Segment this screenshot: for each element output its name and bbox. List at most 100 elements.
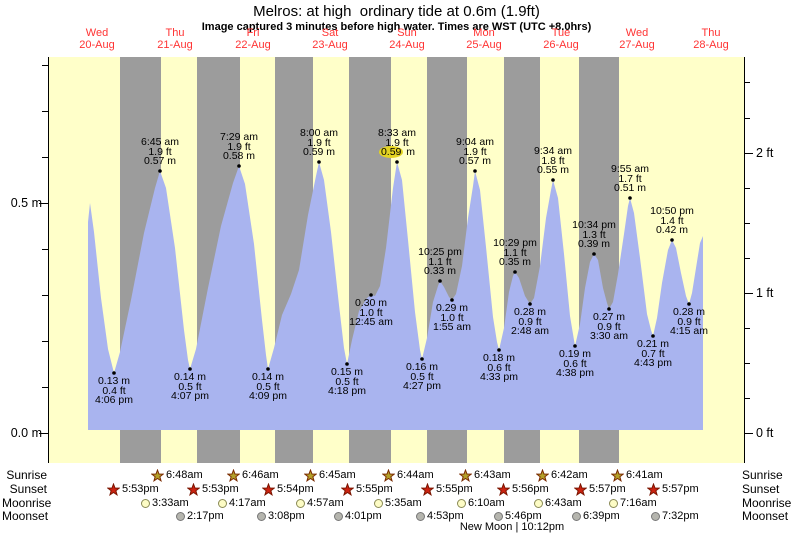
astro-row-label-moonset-right: Moonset bbox=[742, 509, 789, 523]
day-date: 21-Aug bbox=[157, 39, 193, 51]
sunset-star-icon bbox=[497, 482, 510, 496]
annotation-m: 0.33 m bbox=[423, 265, 457, 278]
annotation-m: 0.35 m bbox=[498, 256, 532, 269]
annotation-time: 4:09 pm bbox=[249, 390, 287, 403]
sunrise-time-item: 6:45am bbox=[304, 468, 356, 482]
y-axis-right-label: 0 ft bbox=[756, 426, 774, 440]
annotation-ft: 1.9 ft bbox=[307, 136, 331, 149]
day-label: Sat 23-Aug bbox=[295, 27, 365, 51]
tide-point-dot bbox=[670, 238, 674, 242]
tide-point-dot bbox=[188, 367, 192, 371]
sunset-time-item: 5:57pm bbox=[647, 482, 699, 496]
annotation-ft: 1.0 ft bbox=[440, 311, 464, 324]
astro-time: 5:55pm bbox=[356, 483, 393, 495]
sunrise-time-item: 6:48am bbox=[151, 468, 203, 482]
moonrise-time-item: 5:35am bbox=[374, 496, 422, 510]
sunset-star-icon bbox=[107, 482, 120, 496]
annotation-ft: 1.0 ft bbox=[359, 306, 383, 319]
tide-annotation: 0.29 m 1.0 ft 1:55 am bbox=[410, 303, 494, 333]
tide-annotation: 10:34 pm 1.3 ft 0.39 m bbox=[552, 220, 636, 251]
annotation-time: 10:25 pm bbox=[418, 246, 462, 258]
astro-time: 6:43am bbox=[474, 469, 511, 481]
tide-annotation: 8:33 am 1.9 ft 0.59 m bbox=[355, 128, 439, 159]
annotation-m: 0.14 m bbox=[251, 371, 285, 383]
sunset-star-icon bbox=[262, 482, 275, 496]
annotation-time: 9:34 am bbox=[534, 145, 572, 157]
day-label: Thu 21-Aug bbox=[140, 27, 210, 51]
tide-annotation: 0.28 m 0.9 ft 4:15 am bbox=[647, 306, 731, 337]
annotation-time: 10:29 pm bbox=[493, 237, 537, 249]
tide-point-dot bbox=[438, 279, 442, 283]
moonrise-circle-icon bbox=[374, 498, 383, 508]
day-weekday: Wed bbox=[625, 27, 649, 39]
astro-time: 6:39pm bbox=[583, 510, 620, 522]
annotation-m: 0.15 m bbox=[330, 366, 364, 378]
annotation-m: 0.57 m bbox=[143, 155, 177, 168]
tide-annotation: 0.19 m 0.6 ft 4:38 pm bbox=[533, 349, 617, 379]
sunrise-star-icon bbox=[304, 468, 317, 482]
astro-time: 4:53pm bbox=[427, 510, 464, 522]
moonrise-circle-icon bbox=[609, 498, 618, 508]
tide-point-dot bbox=[345, 362, 349, 366]
moonset-circle-icon bbox=[416, 511, 425, 521]
day-weekday: Sun bbox=[397, 27, 417, 39]
day-date: 24-Aug bbox=[389, 39, 425, 51]
astro-row-label-moonrise: Moonrise bbox=[2, 496, 52, 510]
annotation-m: 0.28 m bbox=[672, 306, 706, 318]
tide-annotation: 0.13 m 0.4 ft 4:06 pm bbox=[72, 376, 156, 406]
day-weekday: Thu bbox=[701, 27, 721, 39]
tide-annotation: 9:34 am 1.8 ft 0.55 m bbox=[511, 145, 595, 176]
astro-time: 6:42am bbox=[551, 469, 588, 481]
astro-time: 5:56pm bbox=[512, 483, 549, 495]
annotation-m: 0.57 m bbox=[458, 155, 492, 168]
tide-point-dot bbox=[551, 178, 555, 182]
annotation-ft: 1.8 ft bbox=[541, 154, 565, 167]
day-date: 22-Aug bbox=[235, 39, 271, 51]
tide-annotation: 10:25 pm 1.1 ft 0.33 m bbox=[398, 246, 482, 278]
astro-row-label-sunrise: Sunrise bbox=[6, 468, 47, 482]
annotation-ft: 0.5 ft bbox=[256, 380, 280, 393]
astro-time: 7:16am bbox=[620, 497, 657, 509]
annotation-time: 3:30 am bbox=[590, 330, 628, 343]
tide-annotation: 0.28 m 0.9 ft 2:48 am bbox=[488, 307, 572, 337]
astro-row-label-sunrise-right: Sunrise bbox=[742, 468, 783, 482]
sunset-star-icon bbox=[107, 482, 120, 496]
tide-annotation: 7:29 am 1.9 ft 0.58 m bbox=[197, 132, 281, 162]
moonrise-circle-icon bbox=[141, 498, 150, 508]
astro-row-label-moonset: Moonset bbox=[2, 509, 49, 523]
moonset-time-item: 2:17pm bbox=[176, 509, 224, 523]
tide-annotation: 0.14 m 0.5 ft 4:09 pm bbox=[226, 371, 310, 403]
tide-point-dot bbox=[573, 344, 577, 348]
annotation-m: 0.51 m bbox=[613, 182, 647, 195]
annotation-m: 0.39 m bbox=[577, 238, 611, 251]
annotation-m: 0.59 m bbox=[378, 146, 416, 159]
sunset-star-icon bbox=[187, 482, 200, 496]
astro-time: 6:10am bbox=[468, 497, 505, 509]
tide-annotation: 0.21 m 0.7 ft 4:43 pm bbox=[611, 338, 695, 369]
tide-annotation: 0.18 m 0.6 ft 4:33 pm bbox=[457, 353, 541, 384]
sunrise-star-icon bbox=[611, 468, 624, 482]
annotation-m: 0.59 m bbox=[302, 146, 336, 159]
moonset-time-item: 4:01pm bbox=[334, 509, 382, 523]
tide-point-dot bbox=[628, 196, 632, 200]
day-weekday: Tue bbox=[551, 27, 571, 39]
annotation-time: 9:04 am bbox=[456, 136, 494, 148]
moonset-circle-icon bbox=[257, 511, 266, 521]
tide-area bbox=[88, 162, 703, 430]
tide-point-dot bbox=[513, 270, 517, 274]
y-axis-right-label: 2 ft bbox=[756, 146, 774, 160]
astro-time: 7:32pm bbox=[662, 510, 699, 522]
sunset-time-item: 5:53pm bbox=[107, 482, 159, 496]
tide-annotation: 9:55 am 1.7 ft 0.51 m bbox=[588, 164, 672, 195]
tide-annotation: 9:04 am 1.9 ft 0.57 m bbox=[433, 136, 517, 168]
y-axis-right-label: 1 ft bbox=[756, 286, 774, 300]
astro-row-label-moonrise-right: Moonrise bbox=[742, 496, 792, 510]
annotation-m: 0.21 m bbox=[636, 338, 670, 350]
y-axis-left-label: 0.5 m bbox=[10, 196, 42, 210]
sunrise-star-icon bbox=[382, 468, 395, 482]
day-label: Wed 20-Aug bbox=[62, 27, 132, 51]
annotation-ft: 0.7 ft bbox=[641, 347, 665, 360]
annotation-ft: 0.5 ft bbox=[410, 370, 434, 383]
annotation-time: 4:33 pm bbox=[480, 371, 518, 384]
annotation-ft: 0.6 ft bbox=[563, 357, 587, 370]
